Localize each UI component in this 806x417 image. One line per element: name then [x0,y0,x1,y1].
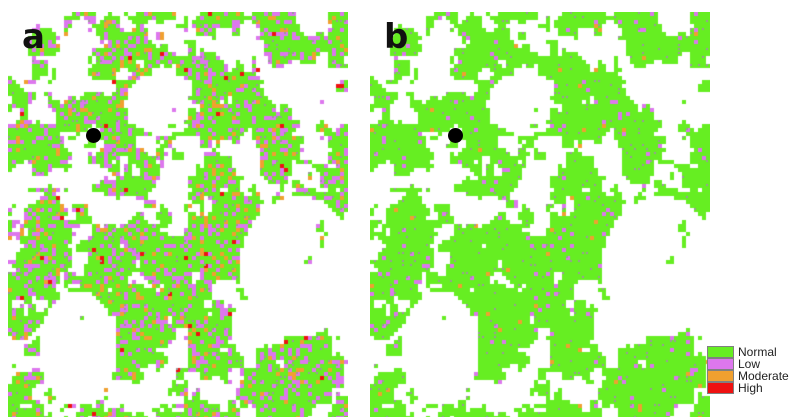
map-panel-b: b [370,12,710,417]
legend-swatch-high [707,382,734,394]
map-panel-a: a [8,12,348,417]
legend-item-high: High [707,382,789,394]
legend-label-high: High [738,381,763,395]
location-marker-b [448,128,463,143]
legend-item-normal: Normal [707,346,789,358]
legend-label-low: Low [738,357,761,371]
legend-label-normal: Normal [738,345,777,359]
legend-label-moderate: Moderate [738,369,789,383]
legend-item-moderate: Moderate [707,370,789,382]
legend-swatch-normal [707,346,734,358]
panel-label-b: b [384,17,409,57]
legend: Normal Low Moderate High [707,346,789,394]
legend-item-low: Low [707,358,789,370]
classification-raster-b [370,12,710,417]
location-marker-a [86,128,101,143]
panel-label-a: a [22,17,45,57]
classification-raster-a [8,12,348,417]
legend-swatch-moderate [707,370,734,382]
legend-swatch-low [707,358,734,370]
